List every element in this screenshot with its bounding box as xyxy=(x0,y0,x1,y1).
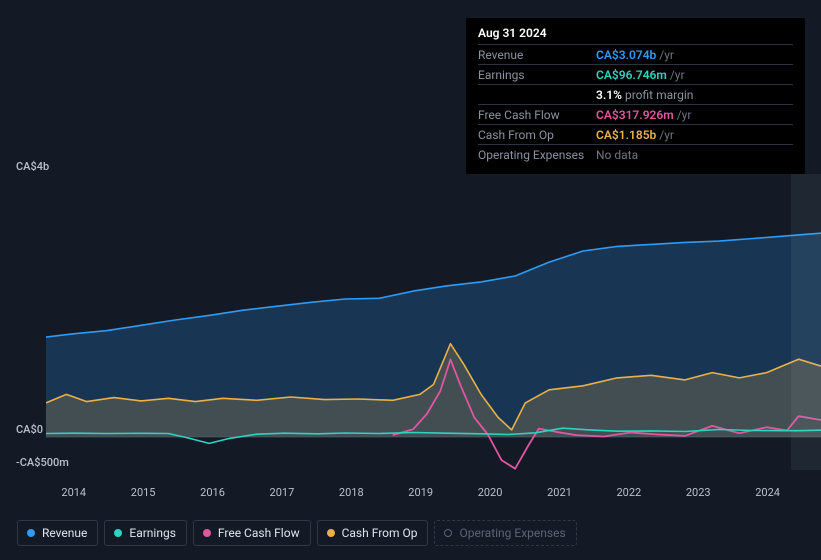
financials-chart: CA$4bCA$0-CA$500m 2014201520162017201820… xyxy=(16,156,805,476)
legend-item-fcf[interactable]: Free Cash Flow xyxy=(193,520,311,546)
legend-item-label: Earnings xyxy=(129,526,176,540)
tooltip-row: RevenueCA$3.074b /yr xyxy=(478,44,793,64)
tooltip-row-suffix: /yr xyxy=(659,128,674,142)
tooltip-row-label: Revenue xyxy=(478,48,596,62)
tooltip-row-extra-value: 3.1% xyxy=(596,88,622,102)
tooltip-row: EarningsCA$96.746m /yr xyxy=(478,64,793,84)
chart-legend: Revenue Earnings Free Cash Flow Cash From O… xyxy=(17,520,577,546)
tooltip-row-value: CA$317.926m xyxy=(596,108,674,122)
legend-item-earnings[interactable]: Earnings xyxy=(104,520,187,546)
tooltip-row-label: Free Cash Flow xyxy=(478,108,596,122)
tooltip-row-extra-label: profit margin xyxy=(625,88,693,102)
legend-swatch-icon xyxy=(327,529,335,537)
chart-plot-area[interactable] xyxy=(46,174,821,470)
x-axis-tick: 2023 xyxy=(686,486,711,499)
tooltip-row: Free Cash FlowCA$317.926m /yr xyxy=(478,104,793,124)
x-axis-tick: 2015 xyxy=(131,486,156,499)
tooltip-row-suffix: /yr xyxy=(659,48,674,62)
tooltip-row: Cash From OpCA$1.185b /yr xyxy=(478,124,793,144)
legend-item-revenue[interactable]: Revenue xyxy=(17,520,98,546)
legend-item-cashop[interactable]: Cash From Op xyxy=(317,520,429,546)
x-axis-tick: 2024 xyxy=(755,486,780,499)
legend-swatch-icon xyxy=(444,529,452,537)
tooltip-row-label: Cash From Op xyxy=(478,128,596,142)
x-axis-tick: 2022 xyxy=(616,486,641,499)
tooltip-row-suffix: /yr xyxy=(670,68,685,82)
tooltip-row: 3.1% profit margin xyxy=(478,84,793,104)
tooltip-row-label: Earnings xyxy=(478,68,596,82)
legend-item-label: Cash From Op xyxy=(342,526,418,540)
x-axis-tick: 2018 xyxy=(339,486,364,499)
chart-tooltip: Aug 31 2024 RevenueCA$3.074b /yrEarnings… xyxy=(466,18,805,174)
y-axis-label: CA$4b xyxy=(16,160,49,173)
tooltip-row-label: Operating Expenses xyxy=(478,148,596,162)
tooltip-row-suffix: /yr xyxy=(677,108,692,122)
tooltip-date: Aug 31 2024 xyxy=(478,26,793,44)
legend-swatch-icon xyxy=(203,529,211,537)
tooltip-row-nodata: No data xyxy=(596,148,638,162)
x-axis-tick: 2021 xyxy=(547,486,572,499)
x-axis-tick: 2019 xyxy=(408,486,433,499)
legend-swatch-icon xyxy=(27,529,35,537)
tooltip-row-value: CA$96.746m xyxy=(596,68,667,82)
legend-item-label: Operating Expenses xyxy=(459,526,565,540)
legend-item-opex[interactable]: Operating Expenses xyxy=(434,520,576,546)
x-axis-tick: 2014 xyxy=(61,486,86,499)
x-axis-tick: 2020 xyxy=(478,486,503,499)
legend-item-label: Free Cash Flow xyxy=(218,526,300,540)
x-axis-tick: 2016 xyxy=(200,486,225,499)
y-axis-label: CA$0 xyxy=(16,423,43,436)
x-axis-tick: 2017 xyxy=(270,486,295,499)
legend-item-label: Revenue xyxy=(42,526,87,540)
tooltip-row-value: CA$1.185b xyxy=(596,128,656,142)
tooltip-row: Operating ExpensesNo data xyxy=(478,144,793,164)
legend-swatch-icon xyxy=(114,529,122,537)
tooltip-row-value: CA$3.074b xyxy=(596,48,656,62)
